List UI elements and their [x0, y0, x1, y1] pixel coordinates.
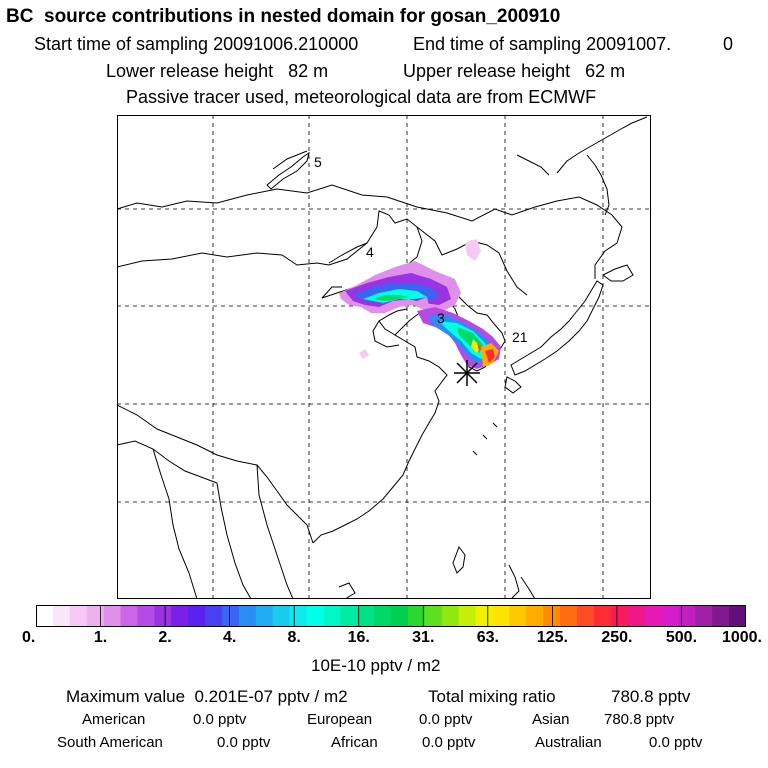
- total-mixing-label: Total mixing ratio: [428, 687, 556, 706]
- colorbar-cell: [441, 605, 460, 627]
- start-time: Start time of sampling 20091006.210000: [34, 34, 359, 54]
- colorbar-cell: [69, 605, 88, 627]
- colorbar-cell: [154, 605, 172, 627]
- tracer-note: Passive tracer used, meteorological data…: [126, 87, 597, 107]
- colorbar-cell: [729, 605, 746, 627]
- colorbar-cell: [238, 605, 257, 627]
- colorbar-tick-label: 2.: [158, 629, 172, 646]
- colorbar-cell: [255, 605, 274, 627]
- colorbar-cell: [610, 605, 629, 627]
- lower-release-height: Lower release height 82 m: [106, 61, 329, 81]
- upper-release-height: Upper release height 62 m: [403, 61, 626, 81]
- region-value-african: 0.0 pptv: [422, 734, 476, 751]
- colorbar-cell: [374, 605, 392, 627]
- colorbar-cell: [407, 605, 426, 627]
- region-name-asian: Asian: [532, 711, 570, 728]
- colorbar: [36, 605, 746, 627]
- maximum-value: Maximum value 0.201E-07 pptv / m2: [66, 687, 348, 706]
- contour-label-5: 5: [314, 154, 322, 170]
- colorbar-cell: [323, 605, 341, 627]
- map-frame: [117, 115, 651, 599]
- colorbar-cell: [458, 605, 476, 627]
- colorbar-cell: [526, 605, 544, 627]
- region-name-south-american: South American: [57, 734, 163, 751]
- colorbar-cell: [509, 605, 527, 627]
- colorbar-tick-label: 250.: [601, 629, 633, 646]
- plot-title: BC source contributions in nested domain…: [6, 6, 561, 27]
- colorbar-cell: [492, 605, 510, 627]
- colorbar-cell: [712, 605, 730, 627]
- region-name-african: African: [331, 734, 378, 751]
- colorbar-cell: [576, 605, 595, 627]
- colorbar-cell: [272, 605, 290, 627]
- colorbar-cell: [188, 605, 206, 627]
- colorbar-cell: [137, 605, 155, 627]
- colorbar-tick-label: 4.: [222, 629, 237, 646]
- colorbar-tick-label: 125.: [536, 629, 568, 646]
- region-name-australian: Australian: [535, 734, 602, 751]
- region-value-asian: 780.8 pptv: [604, 711, 675, 728]
- colorbar-cell: [424, 605, 443, 627]
- colorbar-tick-label: 16.: [347, 629, 370, 646]
- colorbar-cell: [120, 605, 138, 627]
- colorbar-cell: [661, 605, 679, 627]
- colorbar-cell: [171, 605, 189, 627]
- colorbar-cell: [205, 605, 223, 627]
- region-name-european: European: [307, 711, 373, 728]
- colorbar-tick-label: 31.: [412, 629, 435, 646]
- colorbar-cell: [52, 605, 71, 627]
- colorbar-cell: [289, 605, 307, 627]
- region-value-australian: 0.0 pptv: [649, 734, 703, 751]
- region-name-american: American: [82, 711, 146, 728]
- colorbar-cell: [644, 605, 662, 627]
- colorbar-cell: [357, 605, 375, 627]
- region-value-european: 0.0 pptv: [419, 711, 473, 728]
- colorbar-cell: [221, 605, 240, 627]
- contour-label-3: 3: [437, 310, 445, 326]
- colorbar-cell: [86, 605, 105, 627]
- colorbar-cell: [103, 605, 121, 627]
- contour-label-21: 21: [512, 329, 528, 345]
- source-footprint: [339, 239, 501, 369]
- end-time: End time of sampling 20091007.: [413, 34, 672, 54]
- colorbar-tick-label: 1.: [93, 629, 108, 646]
- colorbar-cell: [593, 605, 612, 627]
- colorbar-cell: [340, 605, 358, 627]
- colorbar-cell: [695, 605, 713, 627]
- colorbar-cell: [560, 605, 578, 627]
- colorbar-tick-label: 8.: [287, 629, 301, 646]
- colorbar-tick-label: 1000.: [721, 629, 762, 646]
- colorbar-units: 10E-10 pptv / m2: [311, 656, 441, 675]
- region-value-south-american: 0.0 pptv: [217, 734, 271, 751]
- end-time-suffix: 0: [723, 34, 734, 54]
- region-value-american: 0.0 pptv: [193, 711, 247, 728]
- colorbar-cell: [36, 605, 54, 627]
- colorbar-tick-label: 63.: [476, 629, 499, 646]
- colorbar-tick-label: 0.: [22, 629, 36, 646]
- colorbar-tick-label: 500.: [665, 629, 698, 646]
- colorbar-cell: [475, 605, 493, 627]
- total-mixing-value: 780.8 pptv: [611, 687, 691, 706]
- colorbar-cell: [391, 605, 409, 627]
- colorbar-cell: [306, 605, 324, 627]
- asterisk-icon: [454, 360, 480, 386]
- contour-label-4: 4: [366, 244, 374, 260]
- colorbar-cell: [678, 605, 696, 627]
- map-panel: 5 4 3 21: [117, 115, 651, 599]
- colorbar-cell: [627, 605, 645, 627]
- colorbar-cell: [543, 605, 561, 627]
